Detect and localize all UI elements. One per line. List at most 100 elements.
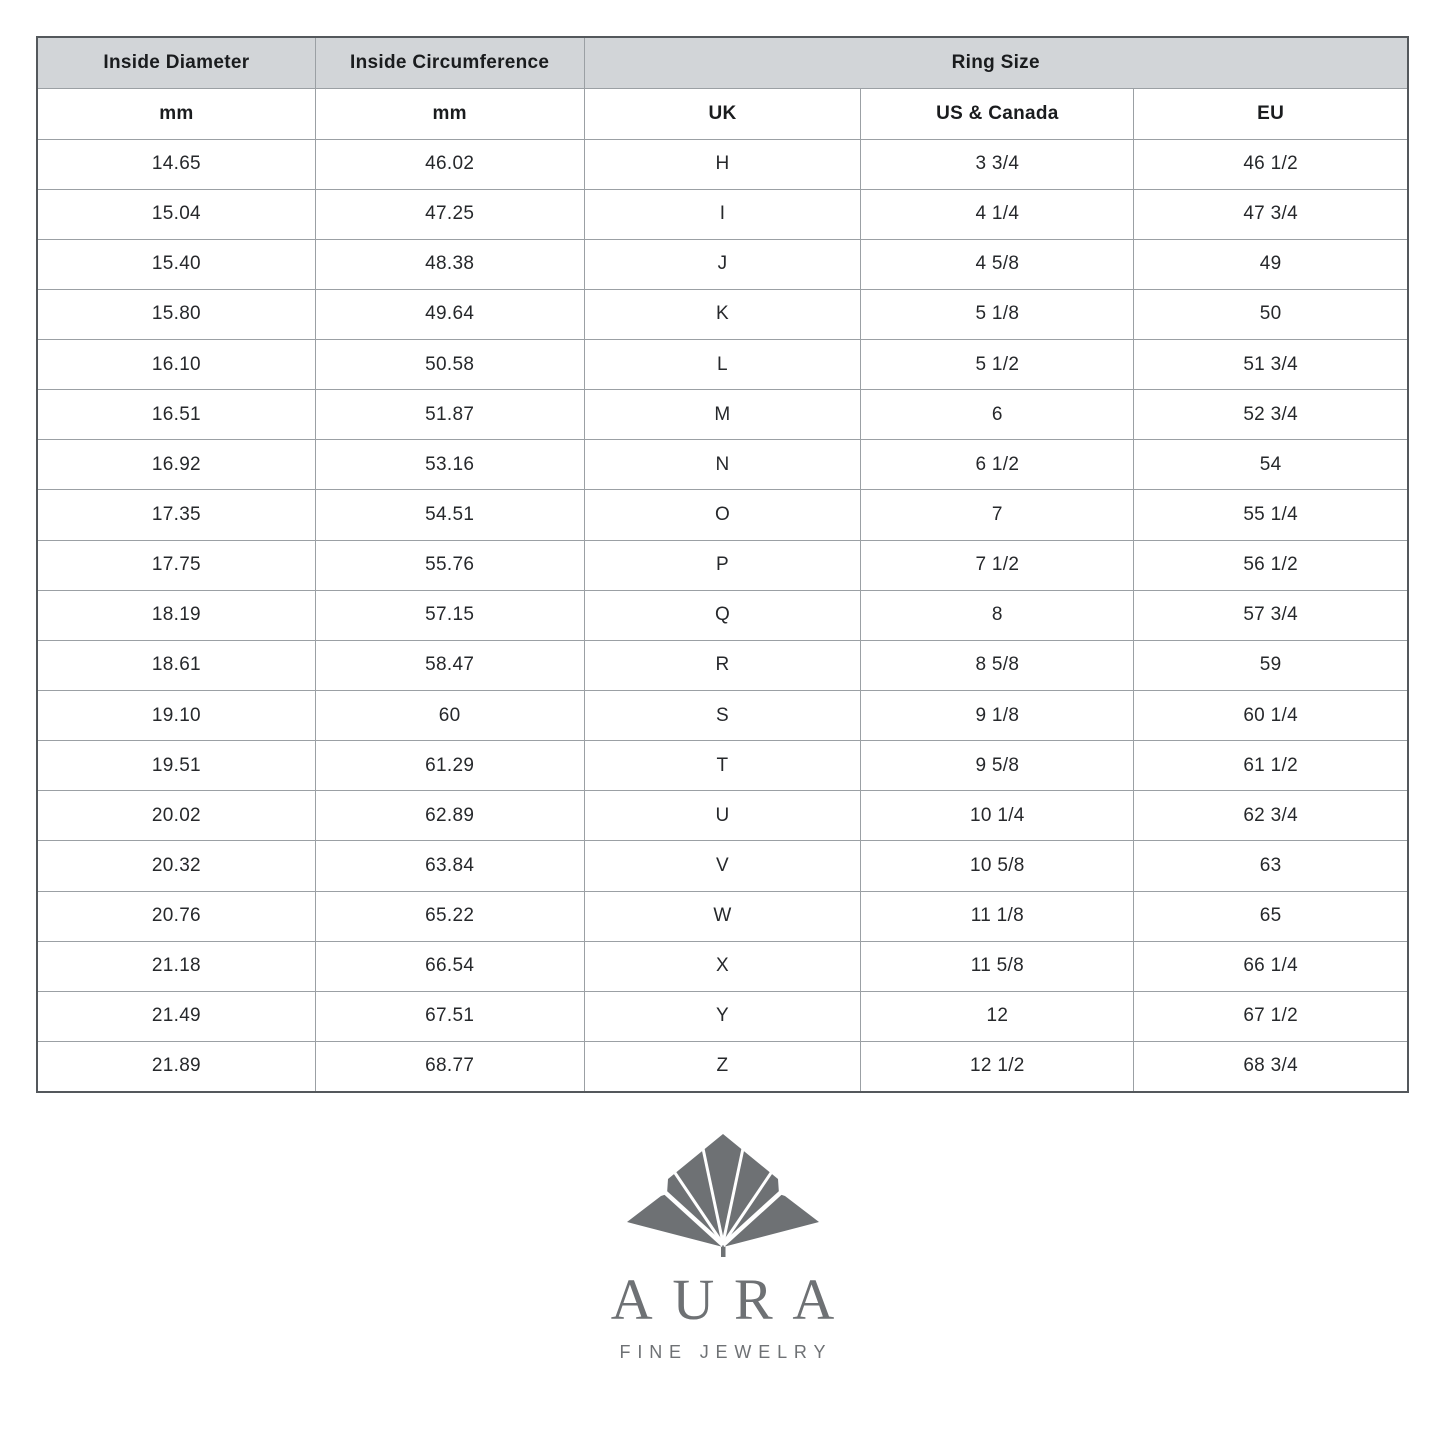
table-cell: 62.89 <box>314 790 585 842</box>
table-cell: 11 5/8 <box>860 940 1135 992</box>
table-cell: J <box>583 238 862 290</box>
table-cell: 50.58 <box>314 339 585 391</box>
table-cell: 20.02 <box>36 790 316 842</box>
table-row: 15.04 47.25 I 4 1/4 47 3/4 <box>36 188 1409 240</box>
table-row: 21.49 67.51 Y 12 67 1/2 <box>36 990 1409 1043</box>
subheader-uk: UK <box>583 87 862 140</box>
header-ring-size: Ring Size <box>583 36 1409 89</box>
table-row: 15.40 48.38 J 4 5/8 49 <box>36 238 1409 290</box>
table-row: 20.76 65.22 W 11 1/8 65 <box>36 890 1409 942</box>
table-cell: 4 1/4 <box>860 188 1135 240</box>
table-cell: 59 <box>1133 639 1409 692</box>
table-cell: H <box>583 138 862 190</box>
table-cell: 21.89 <box>36 1041 316 1093</box>
table-row: 20.02 62.89 U 10 1/4 62 3/4 <box>36 790 1409 842</box>
table-row: 15.80 49.64 K 5 1/8 50 <box>36 288 1409 341</box>
table-cell: 15.80 <box>36 288 316 341</box>
table-cell: 8 5/8 <box>860 639 1135 692</box>
table-cell: 10 1/4 <box>860 790 1135 842</box>
table-row: 16.51 51.87 M 6 52 3/4 <box>36 389 1409 441</box>
table-cell: 51 3/4 <box>1133 339 1409 391</box>
table-cell: 21.49 <box>36 990 316 1043</box>
table-cell: 21.18 <box>36 940 316 992</box>
table-cell: 14.65 <box>36 138 316 190</box>
table-cell: 10 5/8 <box>860 840 1135 892</box>
table-cell: 60 1/4 <box>1133 690 1409 742</box>
table-cell: 52 3/4 <box>1133 389 1409 441</box>
table-cell: 57 3/4 <box>1133 589 1409 641</box>
table-cell: 48.38 <box>314 238 585 290</box>
table-cell: 58.47 <box>314 639 585 692</box>
table-cell: Q <box>583 589 862 641</box>
table-cell: 5 1/8 <box>860 288 1135 341</box>
table-cell: 20.32 <box>36 840 316 892</box>
table-cell: 19.51 <box>36 740 316 792</box>
table-cell: 15.04 <box>36 188 316 240</box>
table-cell: 54.51 <box>314 489 585 541</box>
table-cell: 46.02 <box>314 138 585 190</box>
table-cell: 63 <box>1133 840 1409 892</box>
table-cell: 55.76 <box>314 539 585 591</box>
table-cell: 9 5/8 <box>860 740 1135 792</box>
table-cell: 66.54 <box>314 940 585 992</box>
table-cell: 67 1/2 <box>1133 990 1409 1043</box>
table-subheader-row: mm mm UK US & Canada EU <box>36 87 1409 140</box>
table-cell: 68.77 <box>314 1041 585 1093</box>
table-cell: 55 1/4 <box>1133 489 1409 541</box>
table-cell: 61 1/2 <box>1133 740 1409 792</box>
table-cell: 65.22 <box>314 890 585 942</box>
table-body: 14.65 46.02 H 3 3/4 46 1/2 15.04 47.25 I 4 1/4 47… <box>36 138 1409 1093</box>
table-header-row: Inside Diameter Inside Circumference Rin… <box>36 36 1409 89</box>
table-cell: 67.51 <box>314 990 585 1043</box>
table-cell: 3 3/4 <box>860 138 1135 190</box>
table-cell: P <box>583 539 862 591</box>
table-row: 16.92 53.16 N 6 1/2 54 <box>36 439 1409 491</box>
table-cell: 9 1/8 <box>860 690 1135 742</box>
table-cell: U <box>583 790 862 842</box>
table-row: 21.89 68.77 Z 12 1/2 68 3/4 <box>36 1041 1409 1093</box>
table-cell: N <box>583 439 862 491</box>
table-cell: 61.29 <box>314 740 585 792</box>
table-row: 19.51 61.29 T 9 5/8 61 1/2 <box>36 740 1409 792</box>
table-cell: I <box>583 188 862 240</box>
table-cell: 18.19 <box>36 589 316 641</box>
table-row: 18.19 57.15 Q 8 57 3/4 <box>36 589 1409 641</box>
table-cell: 12 1/2 <box>860 1041 1135 1093</box>
table-cell: 57.15 <box>314 589 585 641</box>
table-cell: 19.10 <box>36 690 316 742</box>
table-cell: 53.16 <box>314 439 585 491</box>
table-cell: 7 1/2 <box>860 539 1135 591</box>
table-cell: 49.64 <box>314 288 585 341</box>
table-cell: 7 <box>860 489 1135 541</box>
table-cell: 15.40 <box>36 238 316 290</box>
subheader-eu: EU <box>1133 87 1409 140</box>
table-cell: 11 1/8 <box>860 890 1135 942</box>
table-cell: O <box>583 489 862 541</box>
table-cell: Y <box>583 990 862 1043</box>
table-cell: 47.25 <box>314 188 585 240</box>
table-cell: X <box>583 940 862 992</box>
table-row: 21.18 66.54 X 11 5/8 66 1/4 <box>36 940 1409 992</box>
table-cell: 16.10 <box>36 339 316 391</box>
subheader-mm-circumference: mm <box>314 87 585 140</box>
table-cell: K <box>583 288 862 341</box>
table-cell: 62 3/4 <box>1133 790 1409 842</box>
table-cell: 4 5/8 <box>860 238 1135 290</box>
table-row: 17.75 55.76 P 7 1/2 56 1/2 <box>36 539 1409 591</box>
table-cell: Z <box>583 1041 862 1093</box>
table-row: 16.10 50.58 L 5 1/2 51 3/4 <box>36 339 1409 391</box>
table-row: 20.32 63.84 V 10 5/8 63 <box>36 840 1409 892</box>
table-row: 17.35 54.51 O 7 55 1/4 <box>36 489 1409 541</box>
table-cell: 16.51 <box>36 389 316 441</box>
table-cell: 63.84 <box>314 840 585 892</box>
table-row: 19.10 60 S 9 1/8 60 1/4 <box>36 690 1409 742</box>
subheader-us-canada: US & Canada <box>860 87 1135 140</box>
table-cell: 20.76 <box>36 890 316 942</box>
table-cell: 56 1/2 <box>1133 539 1409 591</box>
table-cell: 66 1/4 <box>1133 940 1409 992</box>
table-cell: 16.92 <box>36 439 316 491</box>
fan-lotus-icon <box>626 1134 819 1257</box>
table-cell: T <box>583 740 862 792</box>
table-cell: 6 1/2 <box>860 439 1135 491</box>
table-row: 18.61 58.47 R 8 5/8 59 <box>36 639 1409 692</box>
